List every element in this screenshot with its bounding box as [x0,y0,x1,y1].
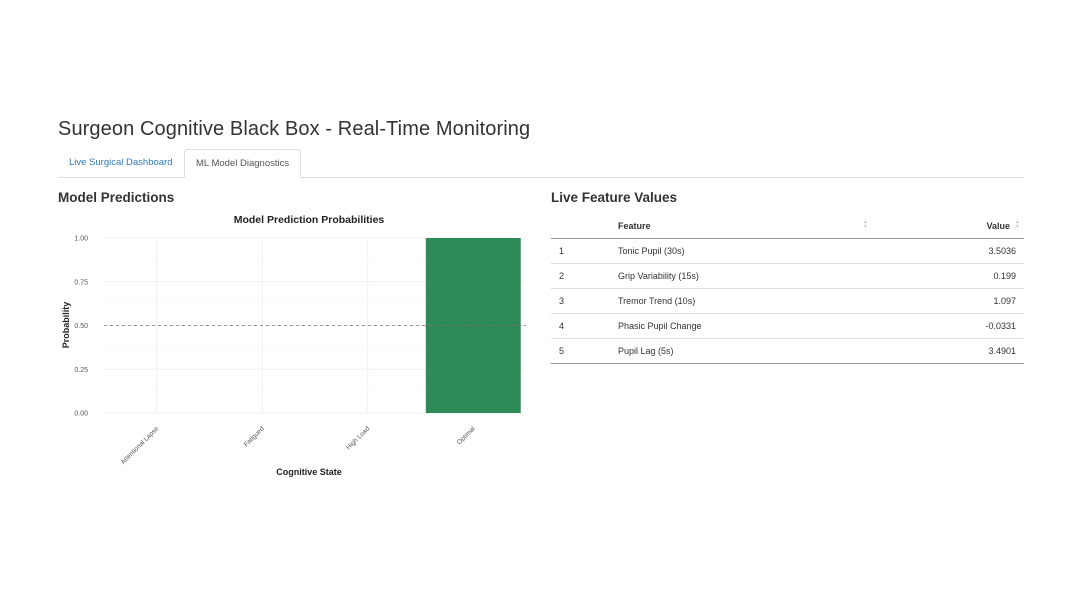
cell-index: 3 [551,288,610,314]
y-tick-label: 0.00 [74,411,88,418]
y-tick-label: 0.75 [74,279,88,286]
column-header-value-label: Value [986,220,1010,231]
cell-value: 1.097 [872,288,1024,314]
x-tick-label: Optimal [456,425,477,446]
table-row: 1 Tonic Pupil (30s) 3.5036 [551,238,1024,264]
table-header-row: Feature ▲ ▼ Value ▲ ▼ [551,213,1024,239]
cell-feature: Tremor Trend (10s) [610,288,872,314]
features-heading: Live Feature Values [551,190,678,205]
tab-live-surgical-dashboard[interactable]: Live Surgical Dashboard [69,157,173,168]
column-header-index [551,213,610,239]
table-row: 5 Pupil Lag (5s) 3.4901 [551,338,1024,364]
prediction-chart: Model Prediction Probabilities Probabili… [61,214,526,477]
table-row: 3 Tremor Trend (10s) 1.097 [551,288,1024,314]
table-row: 2 Grip Variability (15s) 0.199 [551,263,1024,289]
y-tick-label: 0.50 [74,323,88,330]
chart-title: Model Prediction Probabilities [234,214,385,226]
chart-x-axis-label: Cognitive State [276,467,342,477]
cell-feature: Pupil Lag (5s) [610,338,872,364]
chart-y-axis-label: Probability [61,302,71,349]
x-tick-label: Fatigued [243,425,266,448]
cell-value: -0.0331 [872,313,1024,339]
cell-feature: Phasic Pupil Change [610,313,872,339]
cell-index: 4 [551,313,610,339]
column-header-feature[interactable]: Feature ▲ ▼ [610,213,872,239]
y-tick-label: 0.25 [74,367,88,374]
app-title: Surgeon Cognitive Black Box - Real-Time … [58,118,531,140]
predictions-heading: Model Predictions [58,190,175,205]
cell-value: 3.4901 [872,338,1024,364]
sort-arrows-icon[interactable]: ▲ ▼ [863,219,868,230]
cell-value: 0.199 [872,263,1024,289]
cell-feature: Grip Variability (15s) [610,263,872,289]
cell-value: 3.5036 [872,238,1024,264]
y-tick-label: 1.00 [74,236,88,243]
cell-feature: Tonic Pupil (30s) [610,238,872,264]
column-header-feature-label: Feature [618,220,651,231]
sort-arrows-icon[interactable]: ▲ ▼ [1015,219,1020,230]
feature-table: Feature ▲ ▼ Value ▲ ▼ 1 Tonic Pupil (30s) 3.… [551,213,1024,364]
cell-index: 1 [551,238,610,264]
x-tick-label: High Load [345,425,371,451]
tab-bar: Live Surgical Dashboard ML Model Diagnos… [58,149,1024,178]
table-row: 4 Phasic Pupil Change -0.0331 [551,313,1024,339]
cell-index: 2 [551,263,610,289]
x-tick-label: Attentional Lapse [120,425,161,466]
tab-ml-model-diagnostics[interactable]: ML Model Diagnostics [184,149,302,178]
column-header-value[interactable]: Value ▲ ▼ [872,213,1024,239]
cell-index: 5 [551,338,610,364]
